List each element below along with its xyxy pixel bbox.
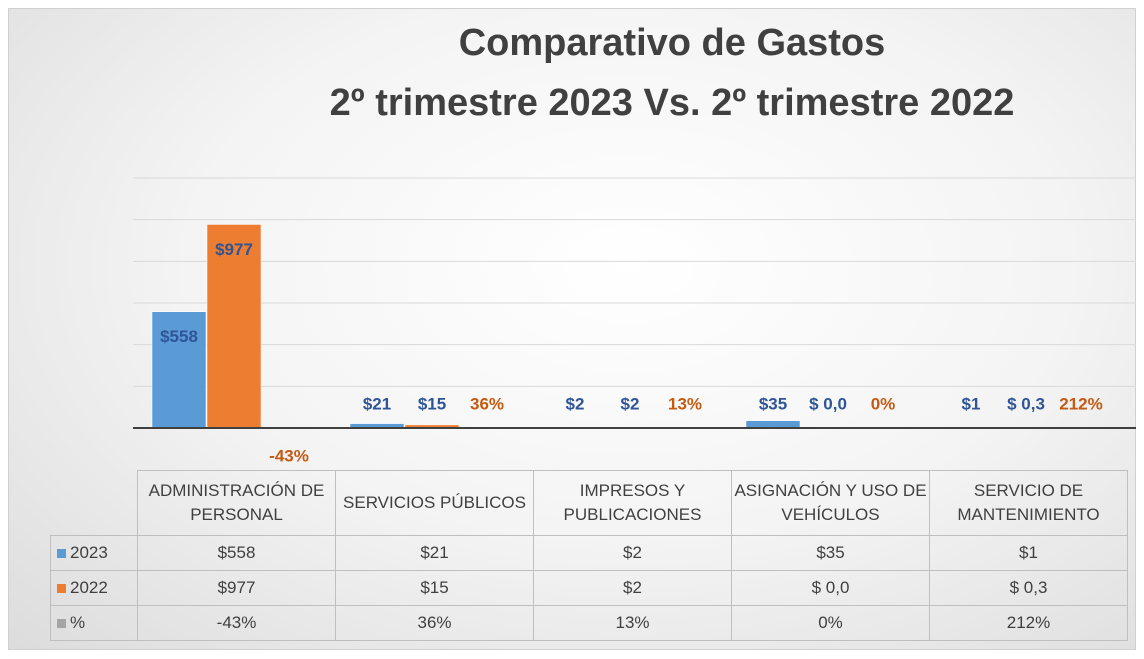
percent-label: 0% <box>871 394 896 413</box>
table-cell: -43% <box>137 605 336 641</box>
data-label: $2 <box>566 394 585 413</box>
data-label: $35 <box>759 394 787 413</box>
table-cell: $2 <box>533 570 732 606</box>
table-row: 2022 $977 $15 $2 $ 0,0 $ 0,3 <box>50 570 1128 606</box>
bar <box>206 224 262 429</box>
table-cell: $15 <box>335 570 534 606</box>
data-label: $21 <box>363 394 391 413</box>
table-cell: $2 <box>533 535 732 571</box>
table-cell: $1 <box>929 535 1128 571</box>
category-cell: SERVICIO DE MANTENIMIENTO <box>929 470 1128 536</box>
legend-entry: 2022 <box>50 570 138 606</box>
category-cell: IMPRESOS Y PUBLICACIONES <box>533 470 732 536</box>
legend-label: 2022 <box>70 578 108 597</box>
legend-entry: 2023 <box>50 535 138 571</box>
data-label: $977 <box>215 240 253 259</box>
blank-cell <box>51 471 138 536</box>
table-cell: 212% <box>929 605 1128 641</box>
table-cell: 36% <box>335 605 534 641</box>
data-label: $ 0,0 <box>809 394 847 413</box>
table-row: % -43% 36% 13% 0% 212% <box>50 605 1128 641</box>
legend-key <box>57 584 66 593</box>
percent-label: -43% <box>269 446 309 465</box>
category-cell: ASIGNACIÓN Y USO DE VEHÍCULOS <box>731 470 930 536</box>
category-cell: SERVICIOS PÚBLICOS <box>335 470 534 536</box>
data-label: $ 0,3 <box>1007 394 1045 413</box>
table-cell: $35 <box>731 535 930 571</box>
table-cell: 13% <box>533 605 732 641</box>
legend-key <box>57 549 66 558</box>
chart-subtitle: 2º trimestre 2023 Vs. 2º trimestre 2022 <box>330 82 1015 124</box>
legend-entry: % <box>50 605 138 641</box>
table-row: 2023 $558 $21 $2 $35 $1 <box>50 535 1128 571</box>
percent-label: 13% <box>668 394 702 413</box>
table-cell: $977 <box>137 570 336 606</box>
percent-label: 36% <box>470 394 504 413</box>
bar <box>151 311 207 429</box>
table-cell: $ 0,3 <box>929 570 1128 606</box>
data-label: $2 <box>621 394 640 413</box>
table-cell: $21 <box>335 535 534 571</box>
table-header-row: ADMINISTRACIÓN DE PERSONAL SERVICIOS PÚBL… <box>51 470 1128 536</box>
data-label: $15 <box>418 394 446 413</box>
table-cell: 0% <box>731 605 930 641</box>
data-label: $558 <box>160 327 198 346</box>
table-cell: $ 0,0 <box>731 570 930 606</box>
table-cell: $558 <box>137 535 336 571</box>
legend-label: % <box>70 613 86 632</box>
legend-label: 2023 <box>70 543 108 562</box>
legend-key <box>57 619 66 628</box>
data-label: $1 <box>962 394 981 413</box>
chart-title: Comparativo de Gastos <box>459 22 886 64</box>
bar <box>745 420 801 429</box>
category-cell: ADMINISTRACIÓN DE PERSONAL <box>137 470 336 536</box>
data-table: ADMINISTRACIÓN DE PERSONAL SERVICIOS PÚBL… <box>50 470 1128 641</box>
percent-label: 212% <box>1059 394 1102 413</box>
